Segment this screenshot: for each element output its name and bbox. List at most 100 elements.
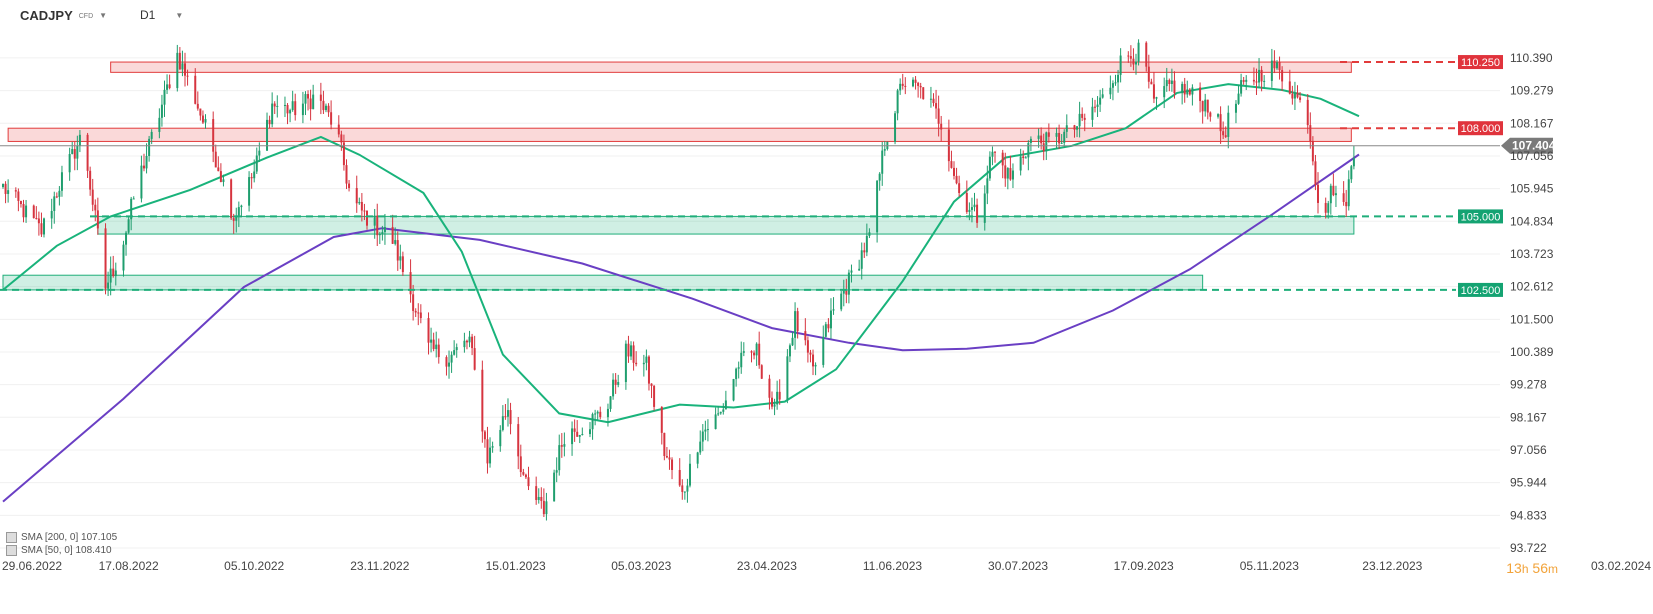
timer-hours: 13 [1506, 560, 1522, 576]
candle [158, 108, 161, 139]
candle-body [883, 149, 886, 151]
candle-body [1163, 86, 1166, 98]
candle-body [491, 446, 494, 448]
candle-body [740, 352, 743, 368]
candle-body [876, 180, 879, 233]
candle [578, 434, 581, 444]
candle [681, 479, 684, 500]
candle [863, 242, 866, 258]
candle-body [78, 134, 81, 146]
candle-body [50, 210, 53, 219]
candle-body [1245, 79, 1248, 82]
x-tick-label: 17.09.2023 [1114, 559, 1174, 573]
candle-body [255, 155, 258, 172]
chevron-down-icon[interactable]: ▼ [175, 10, 184, 20]
candle [1181, 81, 1184, 105]
candle-body [1145, 42, 1148, 67]
timeframe-selector[interactable]: D1 ▼ [140, 8, 183, 22]
candle [596, 410, 599, 421]
candle-body [1022, 156, 1025, 159]
candle-body [1273, 60, 1276, 69]
candle [1222, 121, 1225, 140]
symbol-selector[interactable]: CADJPY CFD ▼ [20, 8, 107, 23]
chevron-down-icon[interactable]: ▼ [99, 11, 108, 20]
candle [1242, 76, 1245, 85]
candle-body [1019, 156, 1022, 171]
candle [958, 175, 961, 197]
candle [735, 367, 738, 387]
candle-body [1234, 103, 1237, 113]
candle [127, 215, 130, 234]
candle [683, 491, 686, 500]
candle [1240, 73, 1243, 97]
candle-body [704, 429, 707, 432]
candle [755, 342, 758, 366]
candle [1081, 107, 1084, 122]
legend-sma50[interactable]: SMA [50, 0] 108.410 [6, 545, 112, 556]
candle-body [1306, 99, 1309, 126]
candle-body [983, 193, 986, 223]
candle-body [445, 357, 448, 367]
candle-body [432, 339, 435, 350]
candle [32, 204, 35, 219]
candle [876, 180, 879, 243]
candle-body [383, 227, 386, 233]
candle [671, 457, 674, 480]
candle-body [345, 165, 348, 184]
candle-body [1275, 62, 1278, 69]
candle-body [683, 491, 686, 493]
candle [14, 187, 17, 198]
candle-body [307, 94, 310, 99]
candle-body [1324, 202, 1327, 213]
time-axis[interactable]: 29.06.2022 17.08.2022 05.10.2022 23.11.2022… [2, 559, 1651, 573]
candle-body [668, 457, 671, 460]
candle [845, 278, 848, 304]
candle-body [1183, 83, 1186, 95]
candle-body [686, 485, 689, 492]
candle-body [2, 183, 4, 188]
candle [455, 343, 458, 358]
indicator-toggle-icon[interactable] [6, 545, 17, 556]
price-axis[interactable]: 110.390 109.279 108.167 107.056 105.945 104.8… [1510, 51, 1554, 555]
indicator-toggle-icon[interactable] [6, 532, 17, 543]
candle [724, 390, 727, 410]
candle-body [614, 379, 617, 385]
candle [1009, 155, 1012, 181]
candle-body [576, 431, 579, 437]
candle [253, 159, 256, 183]
candle-body [473, 348, 476, 370]
x-tick-label: 11.06.2023 [863, 559, 922, 573]
candle-body [545, 501, 548, 515]
candle [537, 488, 540, 504]
candle [1278, 56, 1281, 80]
x-tick-label: 23.11.2022 [350, 559, 409, 573]
candle [1329, 183, 1332, 215]
candle [271, 92, 274, 128]
candle-body [788, 345, 791, 357]
candle-body [1024, 157, 1027, 159]
candle [771, 391, 774, 410]
candle [594, 409, 597, 426]
candle-body [630, 345, 633, 357]
candle-body [724, 400, 727, 410]
candle [450, 351, 453, 373]
candle [506, 398, 509, 427]
legend-sma200[interactable]: SMA [200, 0] 107.105 [6, 532, 117, 543]
candle-body [1219, 114, 1222, 132]
candle-body [1347, 179, 1350, 207]
candle [78, 130, 81, 153]
candle-body [286, 104, 289, 114]
candle [330, 100, 333, 130]
candle [1296, 85, 1299, 99]
symbol-name: CADJPY [20, 8, 73, 23]
candle-countdown: 13h 56m [1506, 560, 1558, 576]
candle [312, 84, 315, 110]
candle-body [758, 343, 761, 366]
candle [342, 134, 345, 171]
candle-body [850, 270, 853, 273]
candle-body [291, 101, 294, 111]
candle [319, 82, 322, 115]
candle-body [204, 119, 207, 123]
candle [327, 103, 330, 117]
